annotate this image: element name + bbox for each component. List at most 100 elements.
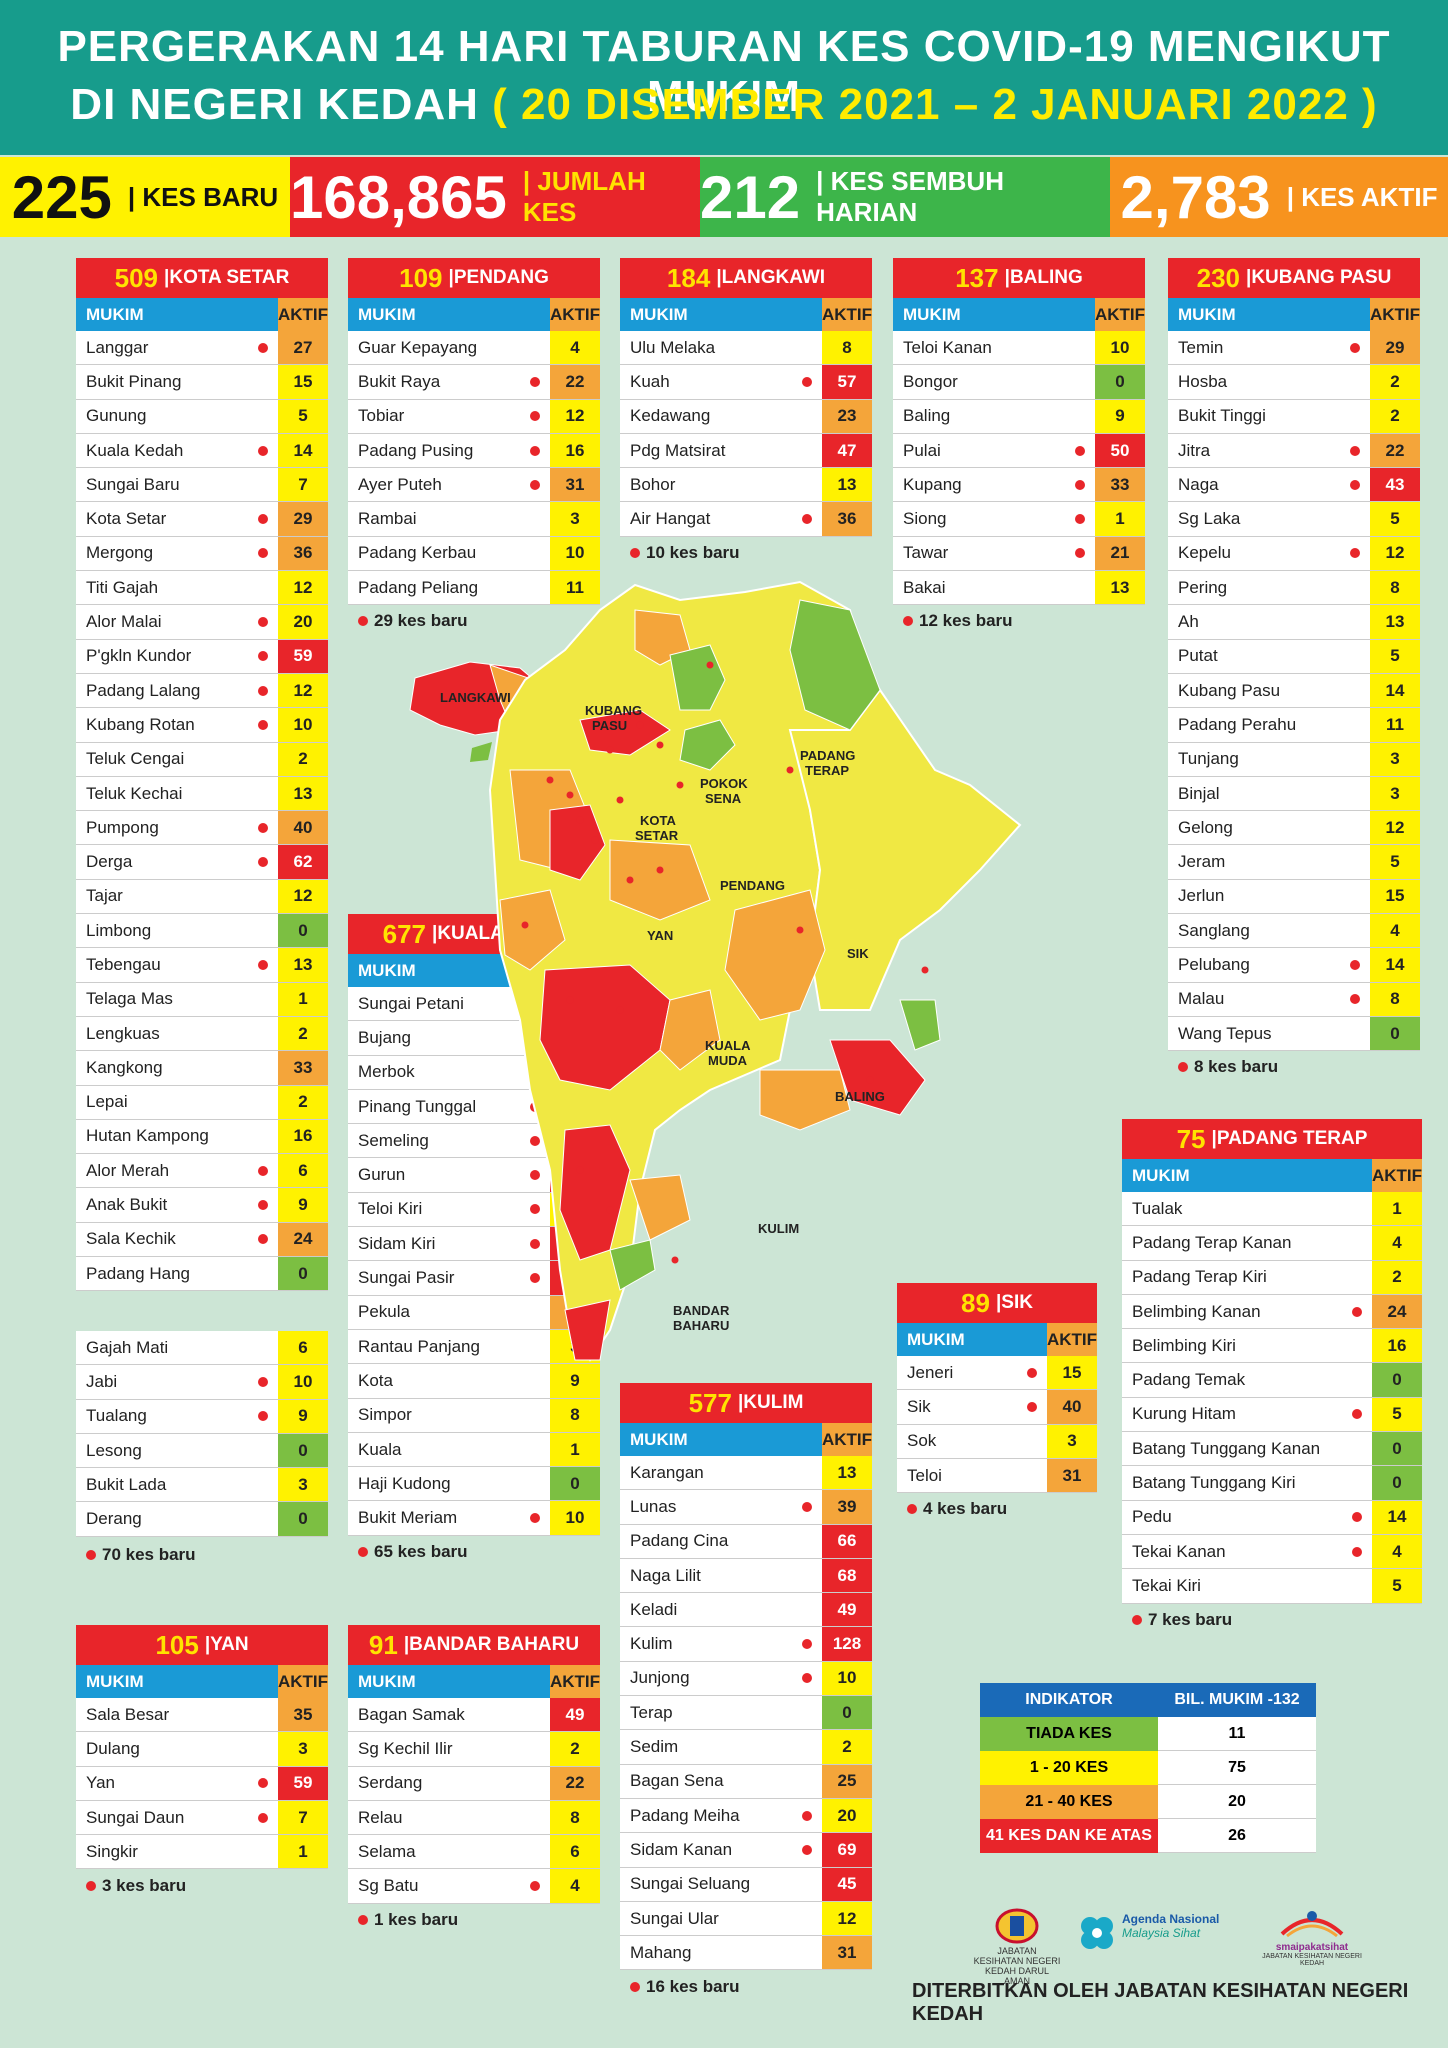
map-dot bbox=[921, 966, 929, 974]
header-mukim: MUKIM bbox=[630, 1429, 688, 1449]
mukim-name: Temin bbox=[1168, 331, 1370, 364]
district-total: 137 bbox=[955, 262, 999, 293]
table-row: Padang Terap Kanan 4 bbox=[1122, 1226, 1422, 1261]
mukim-name: Tawar bbox=[893, 537, 1095, 570]
table-row: Guar Kepayang 4 bbox=[348, 331, 600, 366]
map-label-pendang: PENDANG bbox=[720, 878, 785, 893]
mukim-name: Teloi Kanan bbox=[893, 331, 1095, 364]
table-row: Binjal 3 bbox=[1168, 776, 1420, 812]
jkn-logo-line-1: JABATAN KESIHATAN NEGERI bbox=[973, 1946, 1061, 1966]
mukim-name-text: Simpor bbox=[358, 1405, 412, 1425]
mukim-name: Serdang bbox=[348, 1767, 550, 1800]
map-label-kubang-pasu-2: PASU bbox=[592, 718, 627, 733]
mukim-name-text: Belimbing Kanan bbox=[1132, 1301, 1261, 1321]
mukim-name: Batang Tunggang Kiri bbox=[1122, 1466, 1372, 1499]
table-row: Kuala Kedah 14 bbox=[76, 433, 328, 469]
mukim-name: Semeling bbox=[348, 1124, 550, 1157]
mukim-name: Kepelu bbox=[1168, 537, 1370, 570]
title-separator: | bbox=[1004, 267, 1010, 288]
mukim-name-text: Sik bbox=[907, 1396, 931, 1416]
district-table: 89 | SIK MUKIM AKTIF Jeneri 15 Sik 40 Sok 3 Teloi 3… bbox=[897, 1283, 1097, 1494]
map-dot bbox=[576, 1166, 584, 1174]
mukim-name-text: Padang Perahu bbox=[1178, 714, 1297, 734]
table-header: MUKIM AKTIF bbox=[76, 298, 328, 331]
district-total: 577 bbox=[688, 1387, 732, 1418]
header-mukim: MUKIM bbox=[358, 1671, 416, 1691]
table-row: Bukit Meriam 10 bbox=[348, 1501, 600, 1536]
new-cases-note: 7 kes baru bbox=[1132, 1610, 1232, 1630]
mukim-name: Lengkuas bbox=[76, 1017, 278, 1050]
header-mukim: MUKIM bbox=[630, 304, 688, 324]
aktif-value: 24 bbox=[278, 1222, 328, 1257]
aktif-value: 5 bbox=[1370, 639, 1420, 673]
stat-label: KES SEMBUH HARIAN bbox=[816, 166, 1110, 228]
mukim-name: Selama bbox=[348, 1835, 550, 1868]
aktif-value: 0 bbox=[550, 1467, 600, 1501]
district-title: 105 | YAN bbox=[76, 1625, 328, 1665]
new-case-dot-icon bbox=[258, 548, 268, 559]
aktif-value: 0 bbox=[1370, 1016, 1420, 1051]
new-case-dot-icon bbox=[1352, 1306, 1362, 1317]
new-case-dot-icon bbox=[1350, 342, 1360, 353]
mukim-name-text: Kangkong bbox=[86, 1057, 163, 1077]
table-row: Rambai 3 bbox=[348, 502, 600, 537]
table-row: Sungai Seluang 45 bbox=[620, 1867, 872, 1902]
table-row: Teluk Kechai 13 bbox=[76, 776, 328, 812]
legend-label: 41 KES DAN KE ATAS bbox=[980, 1819, 1158, 1853]
mukim-name-text: Pekula bbox=[358, 1302, 410, 1322]
table-row: Hosba 2 bbox=[1168, 365, 1420, 400]
district-table: 577 | KULIM MUKIM AKTIF Karangan 13 Lunas 39 Pad… bbox=[620, 1383, 872, 1971]
mukim-name-text: Ulu Melaka bbox=[630, 337, 716, 357]
mukim-name-text: Padang Kerbau bbox=[358, 543, 477, 563]
mukim-name-text: Tajar bbox=[86, 886, 123, 906]
stat-label: JUMLAH KES bbox=[523, 166, 700, 228]
header-aktif: AKTIF bbox=[1372, 1159, 1422, 1192]
stat-label: KES AKTIF bbox=[1287, 182, 1437, 213]
header-mukim: MUKIM bbox=[907, 1329, 965, 1349]
new-case-dot-icon bbox=[258, 1200, 268, 1211]
mukim-name: Ulu Melaka bbox=[620, 331, 822, 364]
aktif-value: 5 bbox=[1372, 1569, 1422, 1603]
new-case-dot-icon bbox=[1350, 479, 1360, 490]
new-case-dot-icon bbox=[258, 514, 268, 525]
mukim-name-text: Sungai Baru bbox=[86, 474, 180, 494]
mukim-name-text: P'gkln Kundor bbox=[86, 646, 192, 666]
mukim-name-text: Sidam Kanan bbox=[630, 1839, 733, 1859]
stat-value: 168,865 bbox=[290, 163, 507, 231]
mukim-name-text: Kota bbox=[358, 1370, 393, 1390]
mukim-name: Titi Gajah bbox=[76, 571, 278, 604]
table-row: Kulim 128 bbox=[620, 1627, 872, 1662]
table-row: Tawar 21 bbox=[893, 536, 1145, 572]
aktif-value: 3 bbox=[1370, 742, 1420, 776]
mukim-name-text: Batang Tunggang Kiri bbox=[1132, 1473, 1296, 1493]
table-header: MUKIM AKTIF bbox=[1122, 1159, 1422, 1192]
legend-rows: TIADA KES 11 1 - 20 KES 75 21 - 40 KES 20 41 K… bbox=[980, 1717, 1316, 1853]
mukim-name-text: Wang Tepus bbox=[1178, 1023, 1272, 1043]
new-case-dot-icon bbox=[1075, 548, 1085, 559]
mukim-name-text: Pdg Matsirat bbox=[630, 440, 726, 460]
mukim-name-text: Bukit Raya bbox=[358, 371, 441, 391]
aktif-value: 25 bbox=[822, 1764, 872, 1798]
aktif-value: 2 bbox=[1370, 399, 1420, 433]
mukim-name-text: Hosba bbox=[1178, 371, 1228, 391]
title-separator: | bbox=[995, 1292, 1002, 1313]
district-title: 109 | PENDANG bbox=[348, 258, 600, 298]
mukim-name: Tajar bbox=[76, 880, 278, 913]
table-row: Jerlun 15 bbox=[1168, 879, 1420, 915]
table-row: Sungai Daun 7 bbox=[76, 1800, 328, 1836]
table-row: Gelong 12 bbox=[1168, 811, 1420, 846]
mukim-name: Jabi bbox=[76, 1365, 278, 1398]
header-mukim: MUKIM bbox=[358, 960, 416, 980]
table-row: Padang Pusing 16 bbox=[348, 433, 600, 469]
table-row: Bongor 0 bbox=[893, 365, 1145, 400]
mukim-name-text: Bagan Sena bbox=[630, 1771, 724, 1791]
aktif-value: 23 bbox=[822, 399, 872, 433]
stat-label: KES BARU bbox=[128, 182, 278, 213]
district-name: YAN bbox=[210, 1634, 249, 1655]
mukim-name-text: Padang Lalang bbox=[86, 680, 201, 700]
aktif-value: 8 bbox=[550, 1800, 600, 1835]
mukim-name: Rantau Panjang bbox=[348, 1330, 550, 1363]
mukim-name: Langgar bbox=[76, 331, 278, 364]
table-row: Pulai 50 bbox=[893, 433, 1145, 469]
mukim-name-text: Air Hangat bbox=[630, 509, 711, 529]
